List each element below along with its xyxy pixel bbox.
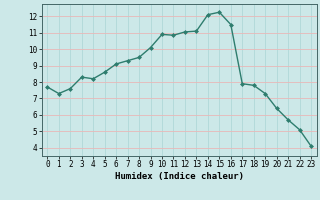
X-axis label: Humidex (Indice chaleur): Humidex (Indice chaleur) xyxy=(115,172,244,181)
